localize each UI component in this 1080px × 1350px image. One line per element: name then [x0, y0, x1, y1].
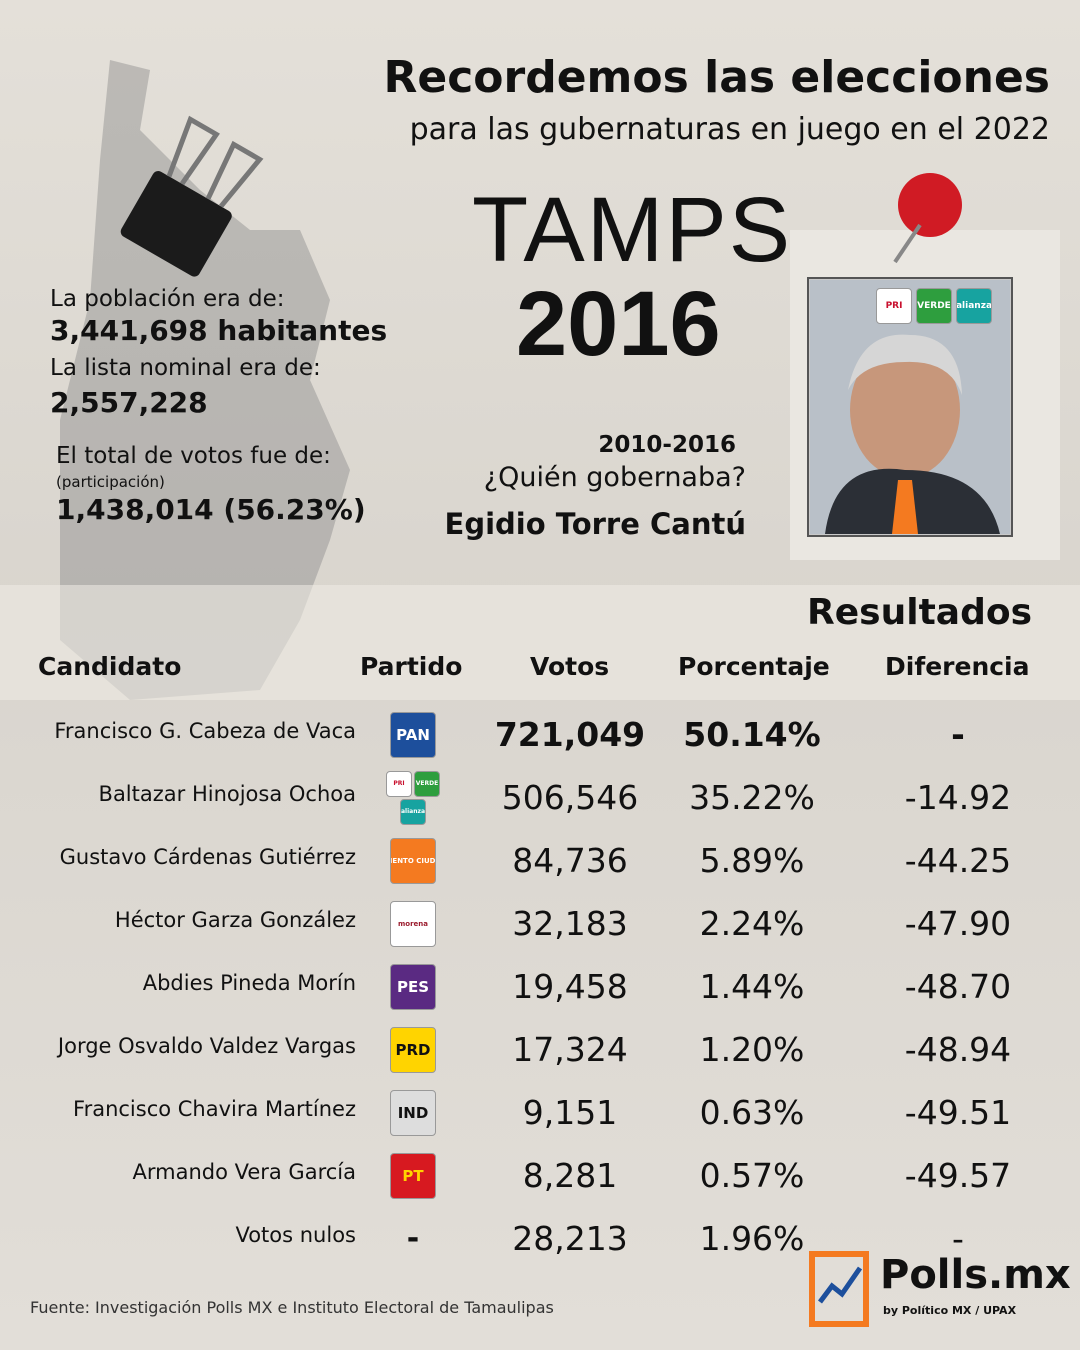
party-logo: PRI [876, 288, 912, 324]
party-logo: morena [390, 901, 436, 947]
nominal-label: La lista nominal era de: [50, 355, 321, 381]
party-logo: VERDE [414, 771, 440, 797]
difference: -48.70 [904, 967, 1012, 1006]
votes: 9,151 [522, 1093, 618, 1132]
difference: - [952, 1219, 964, 1258]
result-row: Gustavo Cárdenas Gutiérrez MOVIMIENTO CIU… [0, 831, 1080, 891]
result-row: Héctor Garza González morena 32,183 2.24% -4… [0, 894, 1080, 954]
party-logo: PAN [390, 712, 436, 758]
source: Fuente: Investigación Polls MX e Institu… [30, 1298, 554, 1317]
party-logo: PRI [386, 771, 412, 797]
votes: 32,183 [512, 904, 628, 943]
brand-name: Polls.mx [880, 1252, 1071, 1298]
candidate: Baltazar Hinojosa Ochoa [98, 782, 356, 806]
result-row: Jorge Osvaldo Valdez Vargas PRD 17,324 1.20… [0, 1020, 1080, 1080]
percent: 50.14% [683, 715, 821, 754]
population: 3,441,698 habitantes [50, 314, 388, 347]
votes: 84,736 [512, 841, 628, 880]
difference: -44.25 [904, 841, 1012, 880]
party-cell: - [386, 1209, 440, 1269]
percent: 2.24% [699, 904, 805, 943]
difference: -47.90 [904, 904, 1012, 943]
candidate: Francisco G. Cabeza de Vaca [54, 719, 356, 743]
result-row: Francisco G. Cabeza de Vaca PAN 721,049 50.… [0, 705, 1080, 765]
column-header: Diferencia [885, 652, 1030, 681]
percent: 0.63% [699, 1093, 805, 1132]
column-header: Partido [360, 652, 463, 681]
party-logo: PT [390, 1153, 436, 1199]
difference: -14.92 [904, 778, 1012, 817]
difference: -49.51 [904, 1093, 1012, 1132]
governor-parties: PRI VERDE alianza [876, 288, 992, 324]
governor-name: Egidio Torre Cantú [444, 507, 746, 541]
result-row: Armando Vera García PT 8,281 0.57% -49.57 [0, 1146, 1080, 1206]
difference: -49.57 [904, 1156, 1012, 1195]
percent: 0.57% [699, 1156, 805, 1195]
votes: 721,049 [494, 715, 646, 754]
votes-note: (participación) [56, 473, 165, 491]
votes-total: 1,438,014 (56.23%) [56, 493, 366, 526]
percent: 1.96% [699, 1219, 805, 1258]
candidate: Abdies Pineda Morín [142, 971, 356, 995]
title: Recordemos las elecciones [383, 52, 1050, 103]
difference: - [951, 715, 965, 754]
party-cell: MOVIMIENTO CIUDADANO [386, 831, 440, 891]
candidate: Jorge Osvaldo Valdez Vargas [57, 1034, 356, 1058]
column-header: Porcentaje [678, 652, 830, 681]
party-cell: PAN [386, 705, 440, 765]
party-logo: PES [390, 964, 436, 1010]
candidate: Armando Vera García [132, 1160, 356, 1184]
governor-question: ¿Quién gobernaba? [483, 462, 746, 493]
candidate: Héctor Garza González [114, 908, 356, 932]
percent: 1.20% [699, 1030, 805, 1069]
party-cell: morena [386, 894, 440, 954]
results-title: Resultados [807, 592, 1032, 633]
party-logo: alianza [956, 288, 992, 324]
votes: 8,281 [522, 1156, 618, 1195]
brand-byline: by Político MX / UPAX [883, 1304, 1017, 1317]
party-cell: IND [386, 1083, 440, 1143]
party-cell: PRI VERDE alianza [386, 768, 440, 828]
percent: 1.44% [699, 967, 805, 1006]
result-row: Francisco Chavira Martínez IND 9,151 0.63% -… [0, 1083, 1080, 1143]
party-logo: PRD [390, 1027, 436, 1073]
brand-icon [809, 1251, 869, 1327]
votes: 506,546 [501, 778, 639, 817]
party-cell: PES [386, 957, 440, 1017]
party-none: - [406, 1221, 420, 1256]
party-cell: PRD [386, 1020, 440, 1080]
nominal: 2,557,228 [50, 386, 208, 419]
party-cell: PT [386, 1146, 440, 1206]
column-header: Votos [530, 652, 610, 681]
result-row: Abdies Pineda Morín PES 19,458 1.44% -48.70 [0, 957, 1080, 1017]
percent: 35.22% [689, 778, 815, 817]
subtitle: para las gubernaturas en juego en el 202… [409, 112, 1050, 147]
population-label: La población era de: [50, 286, 285, 312]
votes: 28,213 [512, 1219, 628, 1258]
party-logo: IND [390, 1090, 436, 1136]
result-row: Baltazar Hinojosa Ochoa PRI VERDE alianza 50… [0, 768, 1080, 828]
state: TAMPS [472, 179, 793, 281]
party-logo: VERDE [916, 288, 952, 324]
difference: -48.94 [904, 1030, 1012, 1069]
candidate: Gustavo Cárdenas Gutiérrez [59, 845, 356, 869]
votes-label: El total de votos fue de: [56, 443, 331, 469]
party-logo: MOVIMIENTO CIUDADANO [390, 838, 436, 884]
votes: 17,324 [512, 1030, 628, 1069]
candidate: Votos nulos [235, 1223, 356, 1247]
column-header: Candidato [38, 652, 182, 681]
year: 2016 [516, 273, 721, 375]
percent: 5.89% [699, 841, 805, 880]
governor-period: 2010-2016 [598, 432, 736, 458]
votes: 19,458 [512, 967, 628, 1006]
result-row: Votos nulos - 28,213 1.96% - [0, 1209, 1080, 1269]
candidate: Francisco Chavira Martínez [73, 1097, 356, 1121]
party-logo: alianza [400, 799, 426, 825]
